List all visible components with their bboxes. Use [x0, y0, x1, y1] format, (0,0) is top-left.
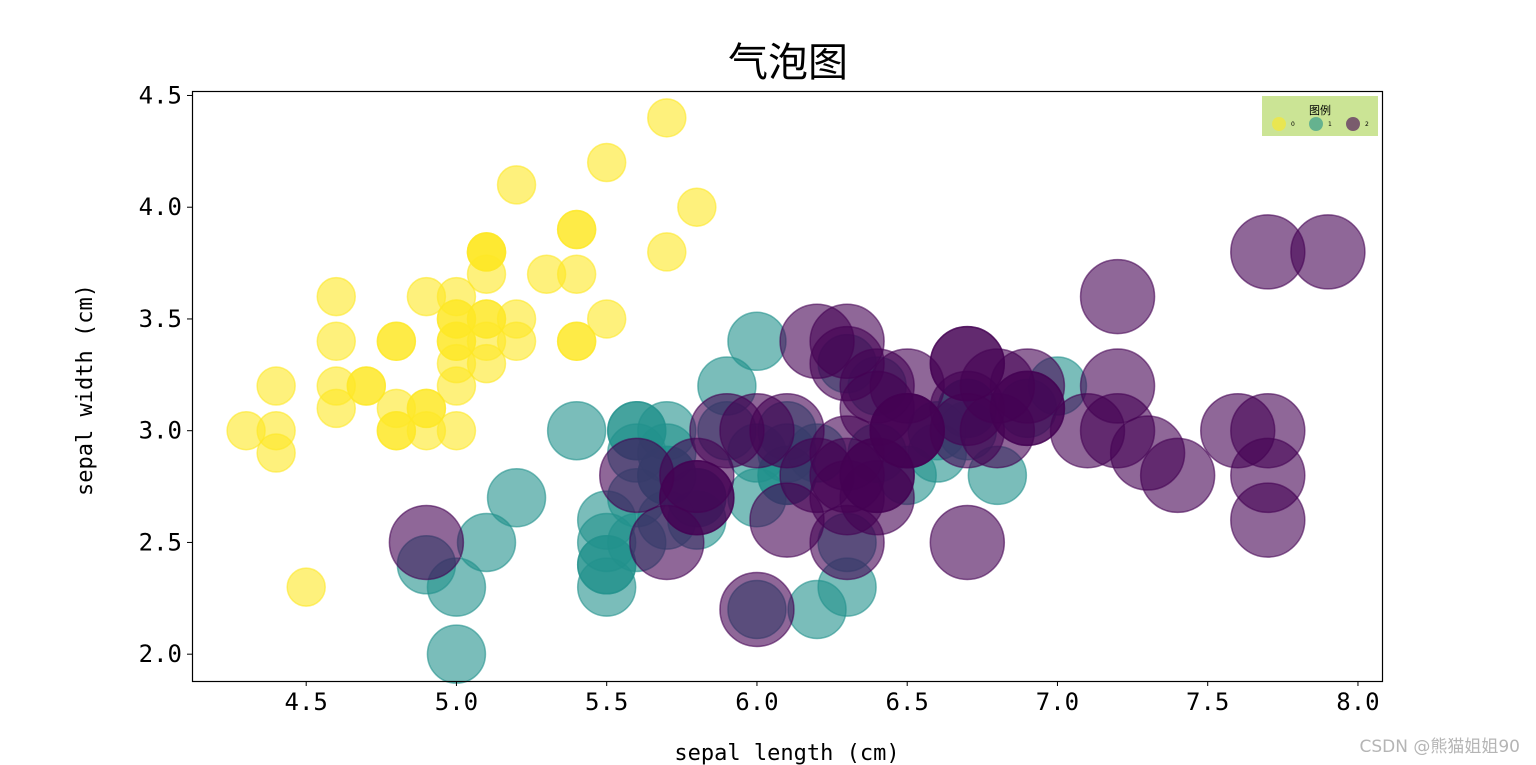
- bubble-class-0: [586, 142, 627, 183]
- x-tick-label: 6.0: [735, 688, 778, 716]
- bubble-class-2: [719, 571, 795, 648]
- bubble-class-2: [659, 459, 735, 536]
- bubble-class-0: [556, 209, 597, 250]
- bubble-class-2: [1139, 437, 1216, 514]
- legend-item-0: 0: [1272, 117, 1295, 131]
- bubble-class-2: [809, 504, 885, 581]
- x-tick-label: 8.0: [1336, 688, 1379, 716]
- bubble-class-0: [316, 321, 356, 362]
- x-axis-label: sepal length (cm): [674, 741, 899, 765]
- bubble-class-2: [1230, 392, 1306, 469]
- bubble-class-1: [456, 512, 517, 573]
- x-tick-label: 4.5: [285, 688, 328, 716]
- y-tick-label: 3.5: [139, 305, 182, 333]
- bubble-class-0: [647, 98, 687, 138]
- bubble-class-0: [256, 366, 296, 406]
- bubble-class-0: [526, 254, 567, 295]
- bubble-class-2: [388, 504, 465, 581]
- y-tick-label: 3.0: [139, 417, 182, 445]
- watermark: CSDN @熊猫姐姐90: [1359, 737, 1520, 757]
- bubble-class-2: [809, 437, 885, 514]
- bubble-class-0: [436, 299, 477, 339]
- bubble-class-0: [406, 276, 447, 317]
- bubble-class-0: [316, 276, 356, 317]
- x-tick-label: 6.5: [886, 688, 929, 716]
- x-axis: 4.5 5.0 5.5 6.0 6.5 7.0 7.5 8.0: [285, 681, 1380, 716]
- bubble-layer: [226, 98, 1366, 684]
- bubble-class-0: [496, 165, 537, 205]
- bubble-class-0: [436, 410, 477, 451]
- bubble-class-2: [779, 303, 855, 380]
- legend-marker-icon: [1309, 117, 1323, 131]
- bubble-class-1: [727, 311, 787, 372]
- bubble-class-1: [486, 467, 547, 528]
- x-tick-label: 5.0: [435, 688, 478, 716]
- bubble-class-2: [929, 504, 1006, 581]
- bubble-class-0: [647, 232, 687, 272]
- bubble-class-0: [466, 232, 507, 272]
- bubble-class-0: [316, 366, 356, 406]
- bubble-class-0: [677, 187, 717, 227]
- bubble-class-2: [929, 325, 1006, 402]
- bubble-class-2: [869, 392, 945, 469]
- bubble-class-0: [556, 321, 597, 362]
- bubble-class-2: [1079, 392, 1156, 469]
- bubble-class-0: [286, 567, 326, 607]
- bubble-class-2: [1290, 214, 1366, 290]
- legend-title: 图例: [1309, 104, 1331, 117]
- bubble-class-0: [586, 299, 627, 339]
- bubble-class-2: [689, 392, 765, 469]
- bubble-class-0: [376, 321, 417, 362]
- legend-item-1: 1: [1309, 117, 1332, 131]
- bubble-class-2: [1079, 258, 1156, 335]
- y-axis: 2.0 2.5 3.0 3.5 4.0 4.5: [139, 81, 192, 668]
- x-tick-label: 7.5: [1186, 688, 1229, 716]
- bubble-class-0: [436, 343, 477, 384]
- chart-title: 气泡图: [728, 40, 848, 86]
- y-tick-label: 2.0: [139, 640, 182, 668]
- y-tick-label: 4.0: [139, 193, 182, 221]
- bubble-class-1: [426, 624, 487, 684]
- y-tick-label: 2.5: [139, 528, 182, 556]
- bubble-class-1: [546, 400, 607, 461]
- legend: 图例 0 1 2: [1262, 96, 1378, 136]
- bubble-class-0: [376, 410, 417, 451]
- x-tick-label: 5.5: [585, 688, 628, 716]
- legend-marker-icon: [1272, 117, 1286, 131]
- x-tick-label: 7.0: [1036, 688, 1079, 716]
- bubble-class-0: [406, 388, 447, 429]
- bubble-class-0: [466, 321, 507, 362]
- plot-frame: [191, 90, 1384, 683]
- legend-item-2: 2: [1346, 117, 1369, 131]
- y-tick-label: 4.5: [139, 81, 182, 109]
- bubble-class-0: [256, 410, 296, 451]
- legend-marker-icon: [1346, 117, 1360, 131]
- y-axis-label: sepal width (cm): [73, 284, 98, 496]
